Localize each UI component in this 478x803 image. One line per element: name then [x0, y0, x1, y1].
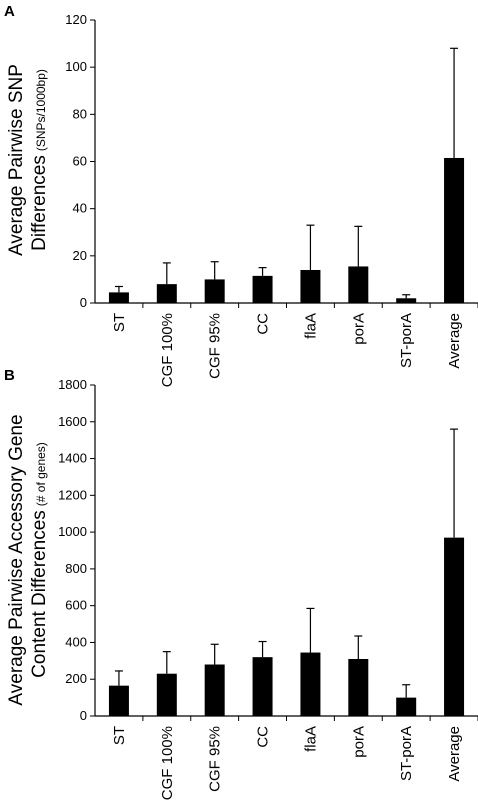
panel-a-bar — [108, 292, 129, 303]
panel-b-category-label: CC — [255, 726, 272, 748]
panel-a-category-label: Average — [446, 313, 463, 369]
panel-b-category-label: flaA — [302, 726, 319, 752]
panel-b-ylabel-line1: Average Pairwise Accessory Gene — [6, 414, 27, 705]
panel-b-bar — [348, 658, 369, 716]
panel-b-ytick-label: 1400 — [58, 451, 87, 466]
panel-b-bar — [396, 697, 417, 716]
panel-a-category-label: CC — [255, 313, 272, 335]
panel-b-category-label: porA — [350, 726, 367, 758]
panel-b-ytick-label: 1000 — [58, 524, 87, 539]
panel-b-category-label-group: ST — [111, 726, 128, 745]
panel-a-bar — [348, 266, 369, 303]
panel-b: B Average Pairwise Accessory Gene Conten… — [4, 367, 478, 800]
panel-a-category-label-group: CC — [255, 313, 272, 335]
panel-b-letter: B — [4, 367, 15, 384]
panel-a-category-label: ST — [111, 313, 128, 332]
panel-a-category-label-group: porA — [350, 313, 367, 345]
panel-b-category-label-group: ST-porA — [398, 726, 415, 781]
panel-b-ytick-label: 0 — [80, 708, 87, 723]
panel-b-plot: 0 200 400 600 800 1000 1200 1400 1600 1800 ST CGF 1… — [58, 377, 478, 800]
panel-a-category-label: CGF 100% — [159, 313, 176, 387]
panel-a-category-label-group: ST — [111, 313, 128, 332]
panel-a-bar — [252, 275, 273, 303]
panel-b-bar — [108, 685, 129, 716]
panel-b-ytick-label: 600 — [65, 598, 87, 613]
panel-b-category-label-group: CGF 100% — [159, 726, 176, 800]
panel-a-ylabel-line2-main: Differences — [29, 155, 50, 251]
panel-b-ylabel-line2: Content Differences (# of genes) — [29, 442, 50, 678]
panel-a-category-label-group: ST-porA — [398, 313, 415, 368]
panel-a-category-label: flaA — [302, 313, 319, 339]
panel-a-ytick-label: 120 — [65, 12, 87, 27]
panel-a-category-label-group: CGF 95% — [207, 313, 224, 379]
panel-a-ytick-label: 0 — [80, 295, 87, 310]
panel-b-ytick-label: 200 — [65, 671, 87, 686]
panel-b-category-label: Average — [446, 726, 463, 782]
panel-b-ytick-label: 400 — [65, 634, 87, 649]
panel-a-ytick-label: 60 — [73, 154, 87, 169]
panel-a-ytick-label: 40 — [73, 201, 87, 216]
panel-a-bar — [396, 298, 417, 303]
panel-b-category-label-group: flaA — [302, 726, 319, 752]
panel-b-category-label-group: CC — [255, 726, 272, 748]
panel-a-ylabel-unit: (SNPs/1000bp) — [34, 69, 48, 151]
panel-a-plot: 0 20 40 60 80 100 120 ST CGF 100% CGF 95% CC flaA po… — [65, 12, 478, 387]
panel-a-category-label-group: flaA — [302, 313, 319, 339]
panel-a-ytick-label: 20 — [73, 248, 87, 263]
panel-a-category-label-group: CGF 100% — [159, 313, 176, 387]
panel-a-bar — [444, 157, 465, 303]
panel-a-ytick-label: 80 — [73, 106, 87, 121]
panel-a-bar — [300, 269, 321, 303]
panel-a-bar — [156, 284, 177, 303]
panel-b-bar — [252, 657, 273, 716]
panel-b-category-label-group: porA — [350, 726, 367, 758]
panel-b-category-label: ST-porA — [398, 726, 415, 781]
panel-b-bar — [300, 652, 321, 716]
panel-a-category-label: porA — [350, 313, 367, 345]
panel-a-ytick-label: 100 — [65, 59, 87, 74]
panel-a-category-label-group: Average — [446, 313, 463, 369]
panel-b-ytick-label: 800 — [65, 561, 87, 576]
panel-b-ylabel-line2-main: Content Differences — [29, 510, 50, 678]
panel-b-category-label: CGF 95% — [207, 726, 224, 792]
panel-a-category-label: CGF 95% — [207, 313, 224, 379]
panel-b-ytick-label: 1600 — [58, 414, 87, 429]
panel-a-letter: A — [4, 3, 15, 20]
panel-a-bar — [204, 279, 225, 303]
panel-b-bar — [204, 664, 225, 716]
panel-a-ylabel-line1: Average Pairwise SNP — [6, 64, 27, 256]
panel-a-ylabel-line2: Differences (SNPs/1000bp) — [29, 69, 50, 251]
panel-b-ytick-label: 1800 — [58, 377, 87, 392]
panel-b-category-label: CGF 100% — [159, 726, 176, 800]
panel-b-bar — [444, 537, 465, 716]
panel-a-category-label: ST-porA — [398, 313, 415, 368]
panel-b-bar — [156, 673, 177, 716]
panel-b-ytick-label: 1200 — [58, 487, 87, 502]
panel-b-ylabel-unit: (# of genes) — [34, 442, 48, 506]
panel-b-category-label-group: Average — [446, 726, 463, 782]
panel-b-category-label-group: CGF 95% — [207, 726, 224, 792]
panel-b-category-label: ST — [111, 726, 128, 745]
panel-a: A Average Pairwise SNP Differences (SNPs/… — [4, 3, 478, 387]
